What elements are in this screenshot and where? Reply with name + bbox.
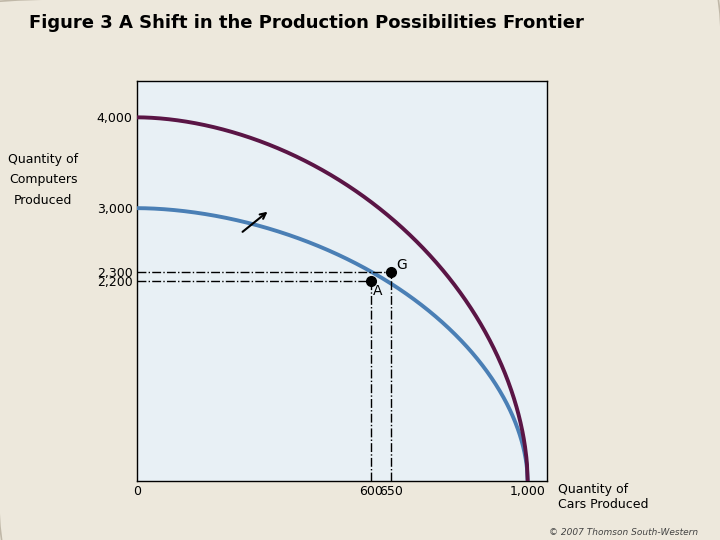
Text: Quantity of
Cars Produced: Quantity of Cars Produced <box>558 483 649 511</box>
Text: Figure 3 A Shift in the Production Possibilities Frontier: Figure 3 A Shift in the Production Possi… <box>29 14 584 31</box>
Text: A: A <box>373 285 382 298</box>
Text: Computers: Computers <box>9 173 78 186</box>
Text: Quantity of: Quantity of <box>8 153 78 166</box>
Text: © 2007 Thomson South-Western: © 2007 Thomson South-Western <box>549 528 698 537</box>
Text: G: G <box>396 258 407 272</box>
Text: Produced: Produced <box>14 194 73 207</box>
